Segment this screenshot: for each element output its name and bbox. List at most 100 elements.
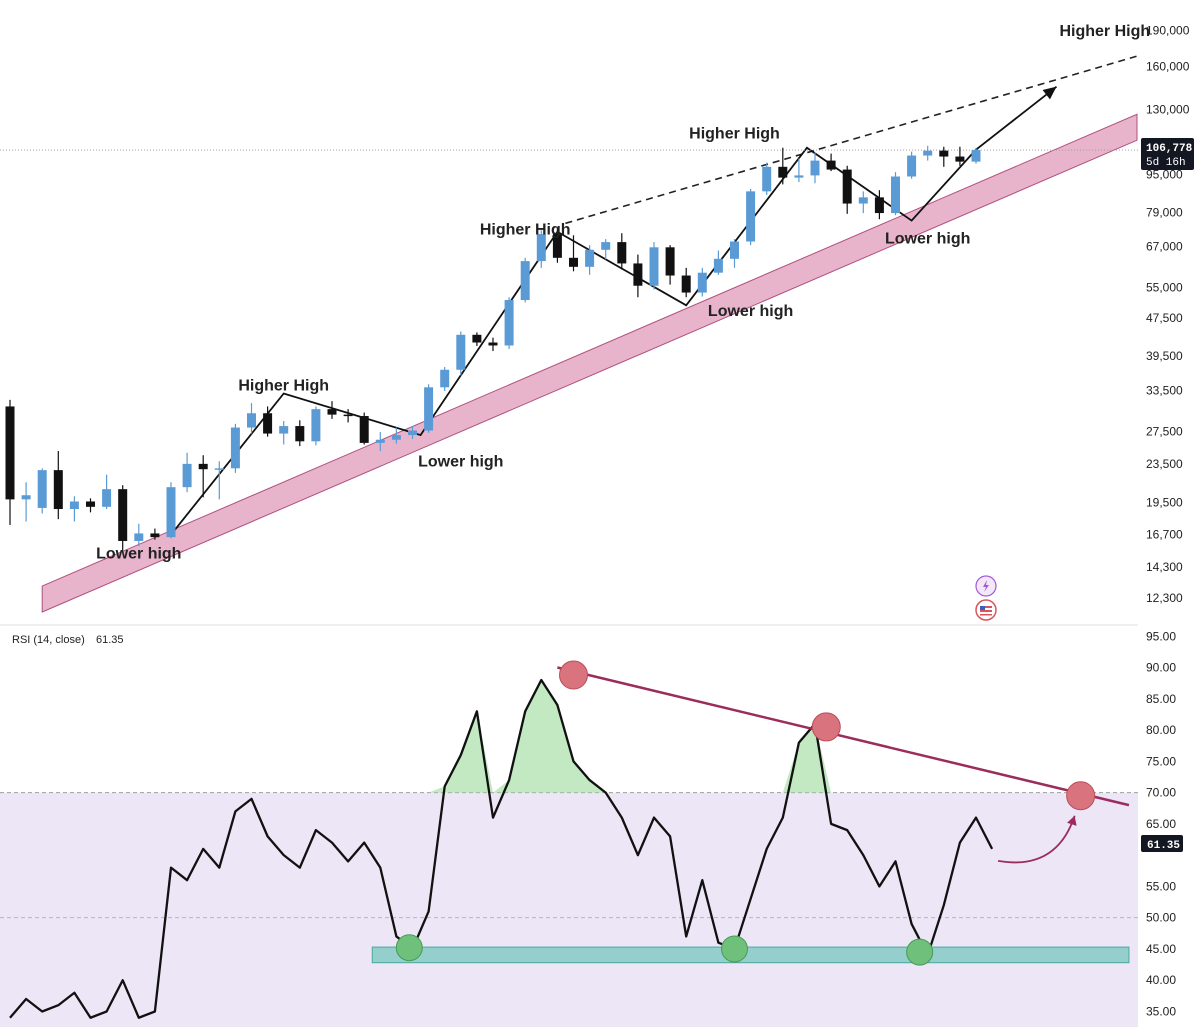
us-flag-icon[interactable] (975, 599, 997, 621)
rsi-line (9, 678, 994, 1019)
candle-body (21, 495, 31, 500)
candle-body (907, 155, 917, 177)
lightning-swap-icon[interactable] (975, 575, 997, 597)
candle-body (601, 242, 611, 250)
rsi-tick-label: 65.00 (1146, 817, 1176, 831)
rsi-title: RSI (14, close) (12, 634, 85, 646)
candle (214, 461, 224, 500)
candle-body (408, 430, 417, 436)
structure-annotation: Higher High (689, 125, 780, 142)
candle (649, 242, 659, 290)
candle-body (263, 413, 273, 434)
rsi-curved-arrow-head (1067, 815, 1077, 826)
candle (53, 451, 63, 520)
candle-body (842, 169, 852, 204)
candle-body (778, 166, 788, 178)
candle (697, 267, 707, 297)
price-tick-label: 16,700 (1146, 528, 1183, 542)
structure-annotation: Lower high (96, 545, 181, 562)
price-pane: Higher High Lower high Lower high Higher Hi… (0, 23, 1194, 621)
candle (633, 254, 643, 298)
rsi-peak-marker (811, 712, 841, 742)
candle (102, 474, 112, 510)
candle (166, 482, 176, 539)
candle-body (585, 249, 595, 267)
candle-body (681, 275, 691, 293)
price-tick-label: 39,500 (1146, 349, 1183, 363)
price-tick-label: 14,300 (1146, 560, 1183, 574)
candle-body (295, 426, 305, 442)
candle (746, 189, 756, 246)
annotations-layer: Higher High Lower high Lower high Higher Hi… (96, 23, 1150, 562)
candle (778, 147, 788, 185)
candle-body (520, 261, 530, 301)
candle (569, 235, 578, 272)
candle (295, 420, 305, 447)
candle (971, 147, 981, 164)
projection-arrow (975, 85, 1058, 151)
candle-body (327, 409, 337, 415)
candle-body (311, 409, 321, 442)
candle-body (53, 470, 63, 510)
candle (713, 250, 723, 275)
candle-body (279, 426, 289, 434)
price-tick-label: 190,000 (1146, 24, 1190, 38)
candle (424, 384, 434, 433)
rsi-markers (395, 660, 1096, 966)
candle-body (617, 242, 627, 264)
candle (263, 406, 273, 437)
candle-body (343, 414, 353, 417)
candle (230, 423, 240, 473)
candle-body (472, 334, 482, 343)
candle-body (440, 369, 450, 388)
candle-body (375, 439, 385, 443)
rsi-tick-label: 80.00 (1146, 723, 1176, 737)
rsi-axis[interactable]: 95.00 90.00 85.00 80.00 75.00 70.00 65.00 55.00… (1146, 629, 1176, 1018)
rsi-tick-label: 95.00 (1146, 629, 1176, 643)
price-axis[interactable]: 190,000 160,000 130,000 95,000 79,000 67,000 5… (1146, 24, 1190, 605)
candles-layer (5, 145, 981, 551)
rsi-tick-label: 90.00 (1146, 661, 1176, 675)
candle (923, 145, 933, 161)
candle-body (874, 197, 884, 214)
rsi-trough-marker (906, 938, 934, 966)
candle-body (713, 258, 723, 273)
candle-body (182, 463, 192, 488)
candle-body (536, 234, 546, 262)
candle-body (649, 247, 659, 286)
candle-body (391, 435, 401, 440)
price-badge: 106,778 5d 16h (1141, 138, 1194, 170)
rsi-trough-marker (395, 934, 423, 962)
rsi-support-zone (371, 946, 1130, 964)
structure-annotation: Higher High (1059, 23, 1150, 40)
candle (247, 403, 256, 434)
rsi-tick-label: 50.00 (1146, 911, 1176, 925)
price-tick-label: 47,500 (1146, 311, 1183, 325)
resistance-dashed-line (565, 55, 1138, 225)
candle (874, 190, 884, 220)
rsi-curved-arrow (997, 815, 1076, 864)
candle-body (569, 257, 578, 267)
candle (134, 523, 144, 547)
candle (118, 485, 128, 551)
price-tick-label: 160,000 (1146, 59, 1190, 73)
candle (375, 432, 385, 452)
structure-annotation: Lower high (418, 454, 503, 471)
candle (907, 151, 917, 179)
candle-body (633, 263, 643, 286)
candle-body (939, 150, 949, 157)
candle (939, 146, 949, 167)
candle-body (166, 487, 176, 538)
structure-annotation: Higher High (480, 222, 571, 239)
candle (343, 409, 353, 423)
rsi-pane: RSI (14, close) 61.35 95.00 90.00 85.00 80.… (0, 629, 1183, 1027)
candle-body (810, 160, 820, 176)
candle-body (118, 489, 128, 541)
candle-body (37, 470, 47, 508)
rsi-tick-label: 70.00 (1146, 786, 1176, 800)
candle (730, 239, 739, 268)
candle-body (504, 300, 514, 346)
candle-body (230, 427, 240, 469)
candle-body (826, 160, 836, 170)
